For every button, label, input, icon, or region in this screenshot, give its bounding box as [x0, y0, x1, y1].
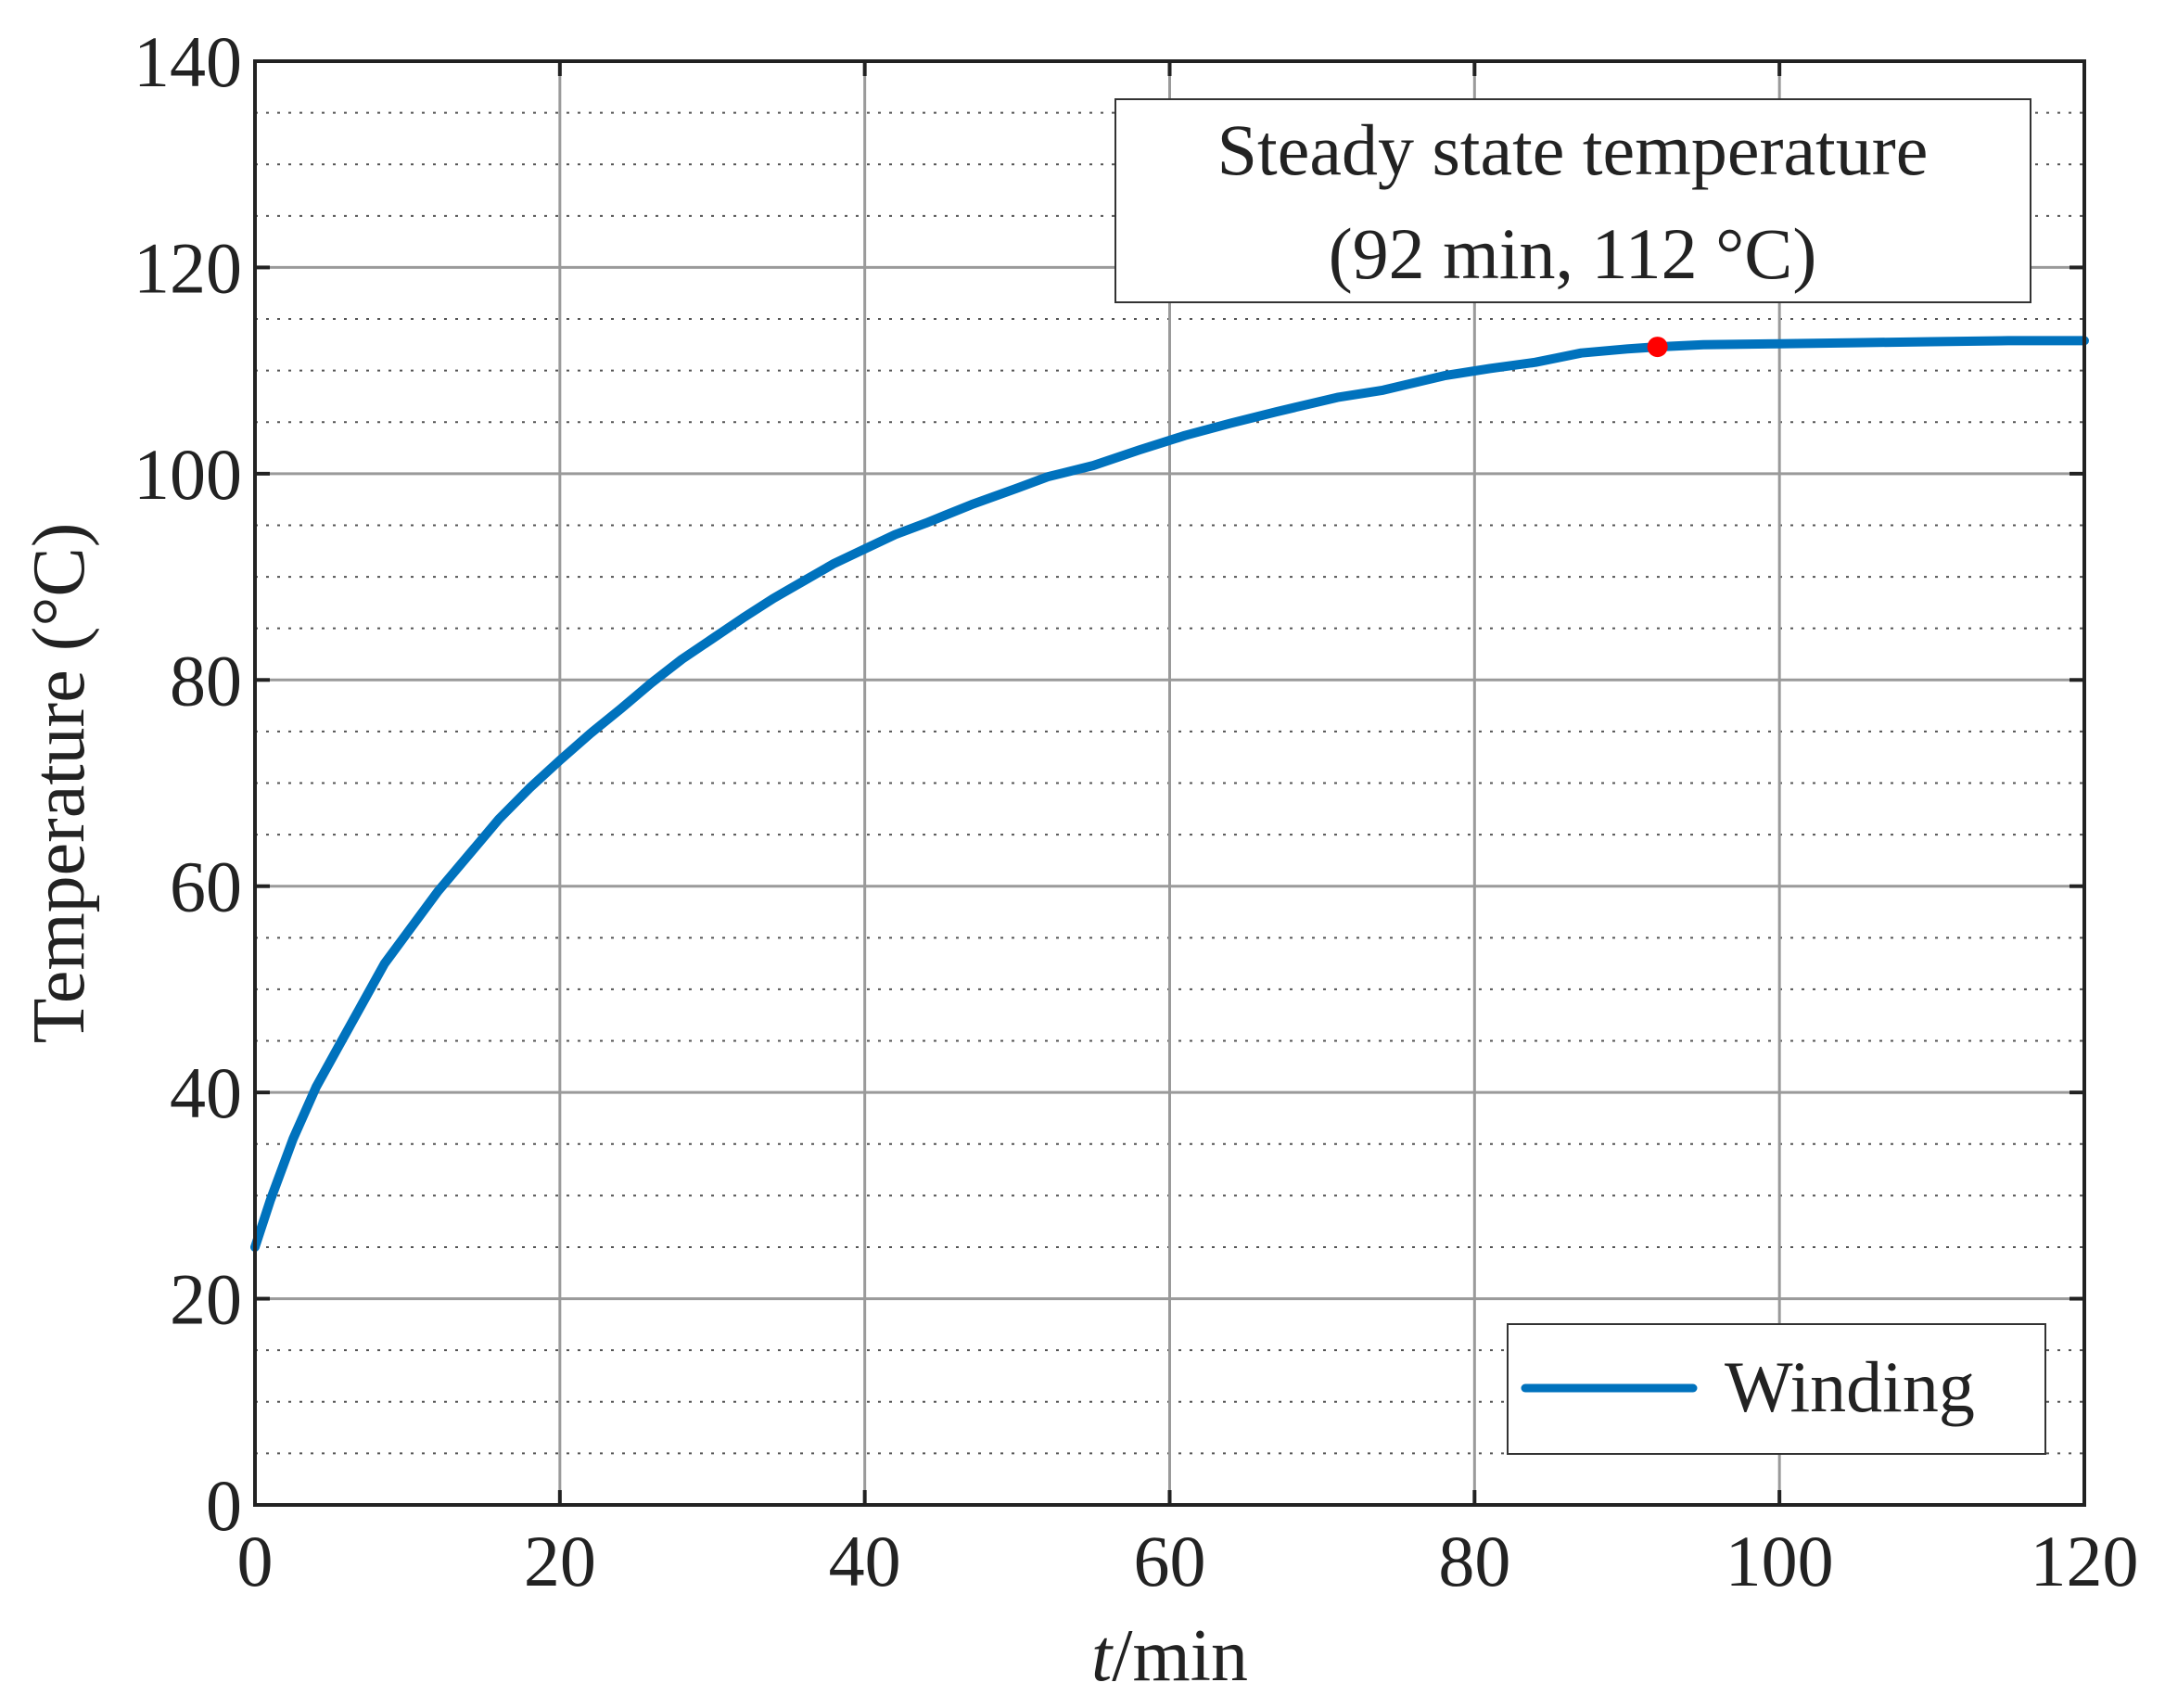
- y-tick-label: 0: [206, 1465, 242, 1546]
- annotation-line-2: (92 min, 112 °C): [1329, 213, 1817, 294]
- y-tick-label: 60: [170, 847, 242, 927]
- steady-state-marker: [1647, 337, 1668, 358]
- x-tick-label: 0: [237, 1521, 274, 1601]
- y-tick-label: 20: [170, 1259, 242, 1340]
- annotation-box: Steady state temperature (92 min, 112 °C…: [1114, 98, 2031, 303]
- x-tick-label: 40: [829, 1521, 901, 1601]
- y-tick-label: 80: [170, 640, 242, 720]
- y-axis-title: Temperature (°C): [19, 523, 100, 1044]
- legend-label-winding: Winding: [1725, 1346, 1975, 1427]
- y-tick-label: 40: [170, 1052, 242, 1133]
- x-tick-label: 80: [1438, 1521, 1510, 1601]
- annotation-line-1: Steady state temperature: [1217, 109, 1929, 190]
- series-line-winding: [250, 336, 2089, 1252]
- axes: 0 20 40 60 80 100 120 140 0 20 40 60 80 100 120: [134, 21, 2139, 1601]
- x-tick-label: 120: [2031, 1521, 2139, 1601]
- x-tick-label: 60: [1134, 1521, 1206, 1601]
- x-axis-title: t/min: [1091, 1615, 1248, 1697]
- legend: Winding: [1507, 1323, 2046, 1455]
- annotation-frame: [1114, 98, 2031, 303]
- x-tick-label: 20: [524, 1521, 596, 1601]
- y-tick-label: 140: [134, 21, 242, 102]
- y-tick-label: 100: [134, 434, 242, 515]
- x-tick-label: 100: [1726, 1521, 1834, 1601]
- x-axis-title-variable: t: [1091, 1615, 1114, 1697]
- series-layer: [250, 336, 2089, 1252]
- axis-labels: t/min Temperature (°C): [19, 523, 1248, 1697]
- y-tick-label: 120: [134, 227, 242, 308]
- x-axis-title-unit: /min: [1112, 1615, 1248, 1697]
